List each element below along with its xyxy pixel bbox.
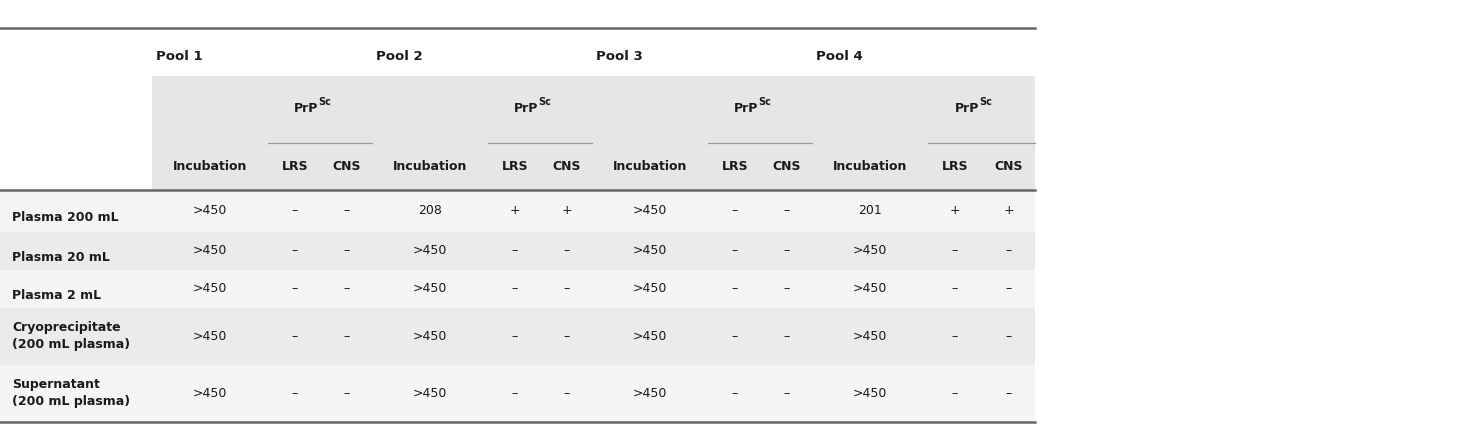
- Text: 208: 208: [418, 204, 442, 218]
- Text: –: –: [1006, 387, 1012, 400]
- Text: CNS: CNS: [332, 159, 362, 173]
- Text: –: –: [784, 330, 790, 343]
- Text: –: –: [733, 330, 738, 343]
- Text: PrP: PrP: [734, 101, 758, 115]
- Text: –: –: [784, 387, 790, 400]
- Text: CNS: CNS: [552, 159, 582, 173]
- Text: CNS: CNS: [994, 159, 1022, 173]
- Bar: [0, 232, 1035, 270]
- Text: –: –: [344, 330, 350, 343]
- Text: Incubation: Incubation: [833, 159, 907, 173]
- Text: Pool 3: Pool 3: [597, 51, 642, 63]
- Text: –: –: [513, 330, 518, 343]
- Text: –: –: [513, 282, 518, 296]
- Text: –: –: [344, 387, 350, 400]
- Text: LRS: LRS: [282, 159, 309, 173]
- Text: >450: >450: [193, 204, 227, 218]
- Text: +: +: [1003, 204, 1013, 218]
- Text: >450: >450: [632, 245, 668, 257]
- Text: >450: >450: [852, 245, 888, 257]
- Text: LRS: LRS: [942, 159, 969, 173]
- Text: –: –: [951, 282, 959, 296]
- Text: >450: >450: [412, 330, 448, 343]
- Text: –: –: [292, 204, 298, 218]
- Text: –: –: [733, 387, 738, 400]
- Text: –: –: [344, 282, 350, 296]
- Text: –: –: [564, 245, 570, 257]
- Text: –: –: [1006, 330, 1012, 343]
- Text: –: –: [1006, 282, 1012, 296]
- Text: Supernatant
(200 mL plasma): Supernatant (200 mL plasma): [12, 378, 130, 408]
- Text: –: –: [292, 387, 298, 400]
- Text: >450: >450: [193, 330, 227, 343]
- Text: >450: >450: [193, 387, 227, 400]
- Text: –: –: [564, 282, 570, 296]
- Text: –: –: [292, 282, 298, 296]
- Text: –: –: [733, 245, 738, 257]
- Text: >450: >450: [412, 245, 448, 257]
- Text: >450: >450: [632, 204, 668, 218]
- Text: –: –: [564, 387, 570, 400]
- Bar: [0, 365, 1035, 422]
- Text: >450: >450: [632, 330, 668, 343]
- Bar: [152, 76, 1035, 190]
- Text: Cryoprecipitate
(200 mL plasma): Cryoprecipitate (200 mL plasma): [12, 321, 130, 351]
- Text: –: –: [733, 204, 738, 218]
- Text: –: –: [951, 387, 959, 400]
- Text: >450: >450: [852, 282, 888, 296]
- Bar: [0, 308, 1035, 365]
- Text: >450: >450: [632, 387, 668, 400]
- Text: –: –: [292, 245, 298, 257]
- Text: –: –: [292, 330, 298, 343]
- Text: >450: >450: [412, 282, 448, 296]
- Text: >450: >450: [852, 330, 888, 343]
- Text: 201: 201: [858, 204, 882, 218]
- Bar: [0, 190, 1035, 232]
- Text: –: –: [513, 387, 518, 400]
- Text: Plasma 2 mL: Plasma 2 mL: [12, 289, 100, 302]
- Text: LRS: LRS: [502, 159, 529, 173]
- Text: +: +: [510, 204, 520, 218]
- Text: Incubation: Incubation: [393, 159, 467, 173]
- Bar: [0, 270, 1035, 308]
- Text: >450: >450: [632, 282, 668, 296]
- Text: >450: >450: [852, 387, 888, 400]
- Text: Pool 1: Pool 1: [157, 51, 202, 63]
- Text: Incubation: Incubation: [613, 159, 687, 173]
- Text: –: –: [784, 204, 790, 218]
- Text: –: –: [344, 245, 350, 257]
- Text: Sc: Sc: [538, 97, 551, 107]
- Text: –: –: [564, 330, 570, 343]
- Text: >450: >450: [193, 282, 227, 296]
- Text: +: +: [561, 204, 572, 218]
- Text: PrP: PrP: [514, 101, 538, 115]
- Text: Plasma 20 mL: Plasma 20 mL: [12, 251, 109, 264]
- Text: +: +: [950, 204, 960, 218]
- Text: Sc: Sc: [318, 97, 331, 107]
- Text: Pool 2: Pool 2: [377, 51, 422, 63]
- Text: –: –: [951, 330, 959, 343]
- Text: –: –: [951, 245, 959, 257]
- Text: –: –: [513, 245, 518, 257]
- Text: PrP: PrP: [956, 101, 979, 115]
- Text: Sc: Sc: [979, 97, 993, 107]
- Text: –: –: [1006, 245, 1012, 257]
- Text: Pool 4: Pool 4: [815, 51, 863, 63]
- Text: Plasma 200 mL: Plasma 200 mL: [12, 211, 118, 224]
- Text: –: –: [784, 245, 790, 257]
- Text: –: –: [784, 282, 790, 296]
- Text: –: –: [733, 282, 738, 296]
- Text: PrP: PrP: [294, 101, 318, 115]
- Text: >450: >450: [193, 245, 227, 257]
- Text: CNS: CNS: [772, 159, 801, 173]
- Text: Incubation: Incubation: [173, 159, 247, 173]
- Text: LRS: LRS: [722, 159, 749, 173]
- Text: Sc: Sc: [758, 97, 771, 107]
- Text: >450: >450: [412, 387, 448, 400]
- Text: –: –: [344, 204, 350, 218]
